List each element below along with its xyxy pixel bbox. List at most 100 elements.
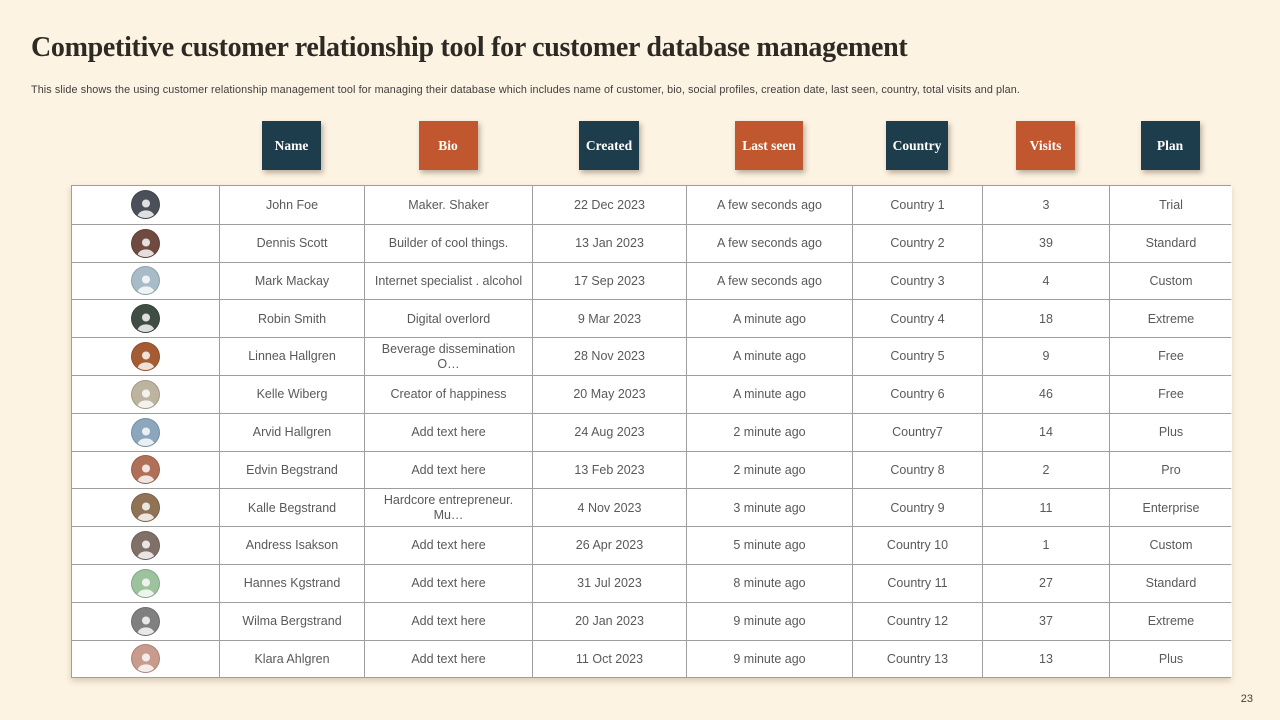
plan-cell: Pro xyxy=(1110,451,1232,489)
avatar xyxy=(131,342,160,372)
plan-cell: Enterprise xyxy=(1110,489,1232,527)
column-header-name: Name xyxy=(262,121,321,170)
country-cell: Country 8 xyxy=(853,451,983,489)
country-cell: Country 11 xyxy=(853,564,983,602)
visits-cell: 14 xyxy=(983,413,1110,451)
bio-cell: Add text here xyxy=(365,602,533,640)
plan-cell: Standard xyxy=(1110,564,1232,602)
plan-cell: Extreme xyxy=(1110,300,1232,338)
person-silhouette-icon xyxy=(136,578,155,597)
person-silhouette-icon xyxy=(136,502,155,522)
created-cell: 26 Apr 2023 xyxy=(533,527,687,564)
created-cell: 22 Dec 2023 xyxy=(533,186,687,224)
page-title: Competitive customer relationship tool f… xyxy=(31,32,908,63)
visits-cell: 2 xyxy=(983,451,1110,489)
plan-cell: Extreme xyxy=(1110,602,1232,640)
column-header-country: Country xyxy=(885,121,949,170)
created-cell: 13 Feb 2023 xyxy=(533,451,687,489)
last-seen-cell: A minute ago xyxy=(687,338,853,375)
avatar-cell xyxy=(72,489,220,527)
last-seen-cell: A minute ago xyxy=(687,375,853,413)
created-cell: 24 Aug 2023 xyxy=(533,413,687,451)
visits-cell: 13 xyxy=(983,640,1110,678)
bio-cell: Builder of cool things. xyxy=(365,224,533,262)
table-row: Kelle Wiberg Creator of happiness 20 May 2… xyxy=(72,374,1232,413)
plan-cell: Plus xyxy=(1110,413,1232,451)
bio-cell: Beverage dissemination O… xyxy=(365,338,533,375)
avatar xyxy=(131,606,160,636)
avatar-cell xyxy=(72,300,220,338)
name-cell: Dennis Scott xyxy=(220,224,365,262)
slide-subtitle: This slide shows the using customer rela… xyxy=(31,84,1020,96)
country-cell: Country 12 xyxy=(853,602,983,640)
name-cell: Hannes Kgstrand xyxy=(220,564,365,602)
last-seen-cell: A minute ago xyxy=(687,300,853,338)
last-seen-cell: 3 minute ago xyxy=(687,489,853,527)
column-header-created: Created xyxy=(578,121,640,170)
table-row: Klara Ahlgren Add text here 11 Oct 2023 9 m… xyxy=(72,639,1232,678)
name-cell: Andress Isakson xyxy=(220,527,365,564)
person-silhouette-icon xyxy=(136,199,155,219)
person-silhouette-icon xyxy=(136,540,155,560)
bio-cell: Add text here xyxy=(365,451,533,489)
person-silhouette-icon xyxy=(136,351,155,371)
avatar-cell xyxy=(72,186,220,224)
avatar-cell xyxy=(72,564,220,602)
plan-cell: Standard xyxy=(1110,224,1232,262)
country-cell: Country 4 xyxy=(853,300,983,338)
plan-cell: Custom xyxy=(1110,527,1232,564)
avatar xyxy=(131,417,160,447)
visits-cell: 4 xyxy=(983,262,1110,300)
last-seen-cell: 5 minute ago xyxy=(687,527,853,564)
name-cell: Mark Mackay xyxy=(220,262,365,300)
name-cell: Linnea Hallgren xyxy=(220,338,365,375)
avatar xyxy=(131,228,160,258)
table-row: Hannes Kgstrand Add text here 31 Jul 2023 8… xyxy=(72,563,1232,602)
person-silhouette-icon xyxy=(136,616,155,635)
bio-cell: Add text here xyxy=(365,564,533,602)
country-cell: Country 2 xyxy=(853,224,983,262)
visits-cell: 27 xyxy=(983,564,1110,602)
plan-cell: Plus xyxy=(1110,640,1232,678)
created-cell: 11 Oct 2023 xyxy=(533,640,687,678)
country-cell: Country 5 xyxy=(853,338,983,375)
plan-cell: Trial xyxy=(1110,186,1232,224)
table-row: Robin Smith Digital overlord 9 Mar 2023 A m… xyxy=(72,299,1232,338)
avatar-cell xyxy=(72,527,220,564)
avatar-column-header-spacer xyxy=(71,121,219,170)
person-silhouette-icon xyxy=(136,275,155,295)
created-cell: 13 Jan 2023 xyxy=(533,224,687,262)
avatar-cell xyxy=(72,375,220,413)
person-silhouette-icon xyxy=(136,427,155,446)
avatar xyxy=(131,190,160,220)
plan-cell: Custom xyxy=(1110,262,1232,300)
last-seen-cell: 2 minute ago xyxy=(687,451,853,489)
person-silhouette-icon xyxy=(136,464,155,484)
table-row: Kalle Begstrand Hardcore entrepreneur. Mu… xyxy=(72,488,1232,527)
visits-cell: 9 xyxy=(983,338,1110,375)
country-cell: Country7 xyxy=(853,413,983,451)
last-seen-cell: A few seconds ago xyxy=(687,262,853,300)
last-seen-cell: 8 minute ago xyxy=(687,564,853,602)
country-cell: Country 1 xyxy=(853,186,983,224)
table-row: Mark Mackay Internet specialist . alcohol… xyxy=(72,261,1232,300)
bio-cell: Maker. Shaker xyxy=(365,186,533,224)
table-column-headers: Name Bio Created Last seen Country Visit… xyxy=(71,121,1231,170)
person-silhouette-icon xyxy=(136,313,155,333)
avatar-cell xyxy=(72,602,220,640)
last-seen-cell: 9 minute ago xyxy=(687,640,853,678)
customer-table: John Foe Maker. Shaker 22 Dec 2023 A few se… xyxy=(71,185,1232,679)
bio-cell: Add text here xyxy=(365,527,533,564)
avatar-cell xyxy=(72,640,220,678)
visits-cell: 11 xyxy=(983,489,1110,527)
created-cell: 17 Sep 2023 xyxy=(533,262,687,300)
last-seen-cell: 9 minute ago xyxy=(687,602,853,640)
table-row: Arvid Hallgren Add text here 24 Aug 2023 2 … xyxy=(72,412,1232,451)
visits-cell: 46 xyxy=(983,375,1110,413)
visits-cell: 37 xyxy=(983,602,1110,640)
avatar xyxy=(131,266,160,296)
name-cell: Klara Ahlgren xyxy=(220,640,365,678)
avatar-cell xyxy=(72,224,220,262)
bio-cell: Creator of happiness xyxy=(365,375,533,413)
visits-cell: 18 xyxy=(983,300,1110,338)
